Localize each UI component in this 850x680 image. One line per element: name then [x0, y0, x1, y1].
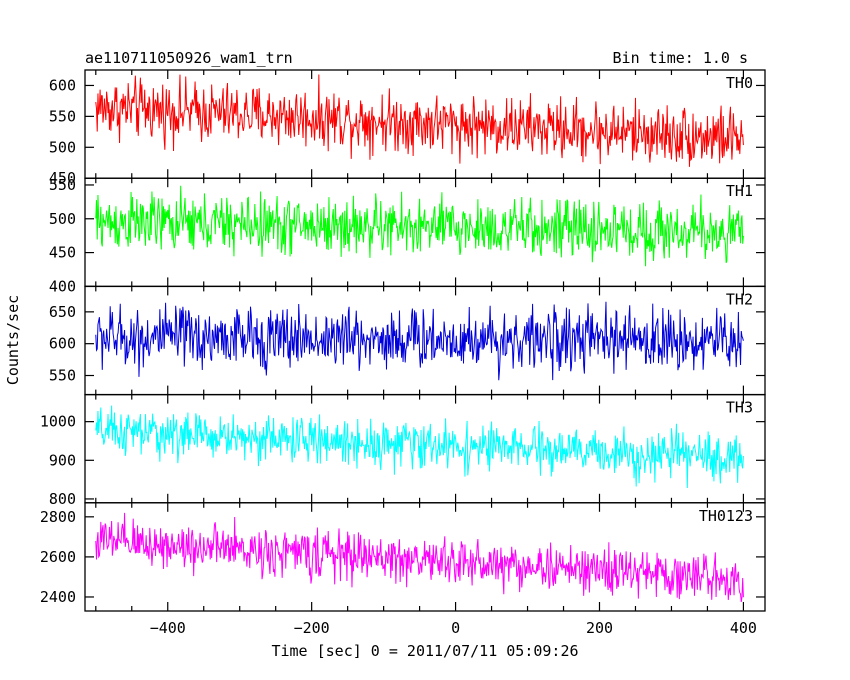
y-tick-label: 600 [49, 76, 76, 94]
x-axis-label: Time [sec] 0 = 2011/07/11 05:09:26 [271, 642, 578, 660]
series-label-th2: TH2 [726, 290, 753, 308]
series-line-th0 [95, 74, 744, 167]
y-tick-label: 900 [49, 451, 76, 469]
y-tick-label: 2600 [40, 548, 76, 566]
y-tick-label: 550 [49, 367, 76, 385]
series-label-th3: TH3 [726, 399, 753, 417]
x-tick-label: 0 [451, 619, 460, 637]
panel-th0: 450 500 550 600 TH0 [49, 69, 766, 187]
panel-frame [84, 285, 766, 396]
series-label-th1: TH1 [726, 182, 753, 200]
y-tick-label: 1000 [40, 413, 76, 431]
series-line-th0123 [95, 512, 744, 602]
y-tick-label: 2400 [40, 588, 76, 606]
series-line-th3 [95, 405, 744, 489]
y-tick-label: 450 [49, 169, 76, 187]
panel-th2: 550 600 650 TH2 [49, 285, 766, 396]
y-axis-label: Counts/sec [4, 295, 22, 385]
x-tick-label: −200 [294, 619, 330, 637]
panel-th3: 800 900 1000 TH3 [40, 393, 766, 508]
panel-th1: 400 450 500 550 TH1 [49, 176, 766, 295]
series-line-th2 [95, 301, 744, 381]
y-tick-label: 2800 [40, 508, 76, 526]
x-axis: −400 −200 0 200 400 [150, 619, 757, 637]
y-tick-label: 600 [49, 335, 76, 353]
y-tick-label: 650 [49, 303, 76, 321]
series-label-th0123: TH0123 [699, 507, 753, 525]
series-label-th0: TH0 [726, 74, 753, 92]
y-tick-label: 450 [49, 244, 76, 262]
x-tick-label: 400 [730, 619, 757, 637]
y-tick-label: 550 [49, 107, 76, 125]
y-tick-label: 800 [49, 490, 76, 508]
y-tick-label: 400 [49, 277, 76, 295]
x-tick-label: −400 [150, 619, 186, 637]
panel-th0123: 2400 2600 2800 TH0123 [40, 502, 766, 612]
y-tick-label: 550 [49, 176, 76, 194]
x-tick-label: 200 [586, 619, 613, 637]
plot-title: ae110711050926_wam1_trn [85, 49, 293, 67]
y-tick-label: 500 [49, 210, 76, 228]
y-tick-label: 500 [49, 138, 76, 156]
bin-time-label: Bin time: 1.0 s [613, 49, 748, 67]
series-line-th1 [95, 185, 744, 267]
panels: 450 500 550 600 TH0 400 450 500 550 TH1 550 600 650 T… [40, 69, 766, 612]
